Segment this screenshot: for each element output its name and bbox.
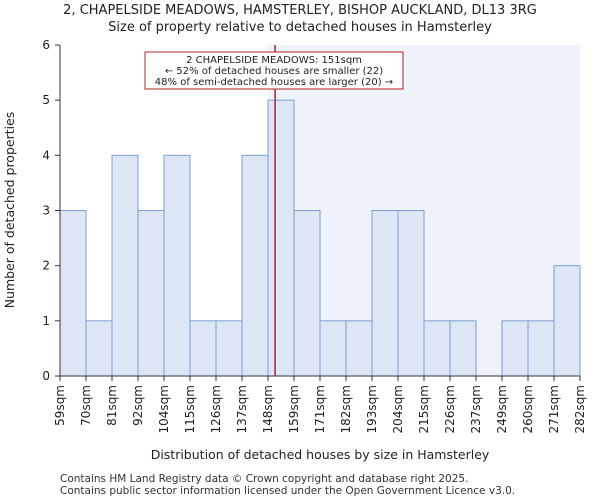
bar-126sqm (215, 320, 243, 377)
bar-115sqm (189, 320, 217, 377)
annotation-box (144, 51, 404, 90)
y-axis-label: Number of detached properties (2, 112, 17, 309)
bar-271sqm (553, 265, 581, 377)
bar-81sqm (111, 154, 139, 377)
bar-193sqm (371, 210, 399, 377)
chart-title: 2, CHAPELSIDE MEADOWS, HAMSTERLEY, BISHO… (63, 3, 537, 18)
bar-104sqm (163, 154, 191, 377)
x-tick-label-92sqm: 92sqm (131, 385, 145, 426)
bar-260sqm (527, 320, 555, 377)
chart-subtitle: Size of property relative to detached ho… (108, 20, 492, 35)
y-tick-label-4: 4 (42, 148, 50, 162)
x-tick-label-237sqm: 237sqm (469, 385, 483, 433)
bar-59sqm (59, 210, 87, 377)
x-tick-label-81sqm: 81sqm (105, 385, 119, 426)
annotation-line-3: 48% of semi-detached houses are larger (… (155, 77, 393, 88)
x-tick-label-226sqm: 226sqm (443, 385, 457, 433)
x-tick-label-159sqm: 159sqm (287, 385, 301, 433)
bar-249sqm (501, 320, 529, 377)
bar-215sqm (423, 320, 451, 377)
annotation-line-1: 2 CHAPELSIDE MEADOWS: 151sqm (186, 55, 362, 66)
x-tick-label-148sqm: 148sqm (261, 385, 275, 433)
bar-226sqm (449, 320, 477, 377)
x-axis-label: Distribution of detached houses by size … (151, 447, 490, 462)
x-tick-label-59sqm: 59sqm (53, 385, 67, 426)
x-tick-label-137sqm: 137sqm (235, 385, 249, 433)
x-tick-label-249sqm: 249sqm (495, 385, 509, 433)
x-tick-label-215sqm: 215sqm (417, 385, 431, 433)
x-tick-label-271sqm: 271sqm (547, 385, 561, 433)
x-tick-label-204sqm: 204sqm (391, 385, 405, 433)
x-tick-label-126sqm: 126sqm (209, 385, 223, 433)
y-tick-label-1: 1 (42, 314, 50, 328)
x-tick-label-282sqm: 282sqm (573, 385, 587, 433)
y-tick-label-3: 3 (42, 204, 50, 218)
y-tick-label-0: 0 (42, 369, 50, 383)
x-tick-label-260sqm: 260sqm (521, 385, 535, 433)
y-tick-label-5: 5 (42, 93, 50, 107)
y-tick-label-6: 6 (42, 38, 50, 52)
bar-148sqm (267, 99, 295, 377)
bar-204sqm (397, 210, 425, 377)
bar-70sqm (85, 320, 113, 377)
bar-92sqm (137, 210, 165, 377)
x-tick-label-193sqm: 193sqm (365, 385, 379, 433)
x-tick-label-115sqm: 115sqm (183, 385, 197, 433)
bar-171sqm (319, 320, 347, 377)
bar-137sqm (241, 154, 269, 377)
x-tick-label-104sqm: 104sqm (157, 385, 171, 433)
annotation-line-2: ← 52% of detached houses are smaller (22… (165, 66, 383, 77)
bar-159sqm (293, 210, 321, 377)
x-tick-label-182sqm: 182sqm (339, 385, 353, 433)
x-tick-label-171sqm: 171sqm (313, 385, 327, 433)
footer-licence: Contains public sector information licen… (60, 485, 516, 497)
x-tick-label-70sqm: 70sqm (79, 385, 93, 426)
y-tick-label-2: 2 (42, 259, 50, 273)
footer-copyright: Contains HM Land Registry data © Crown c… (60, 473, 469, 485)
bar-182sqm (345, 320, 373, 377)
